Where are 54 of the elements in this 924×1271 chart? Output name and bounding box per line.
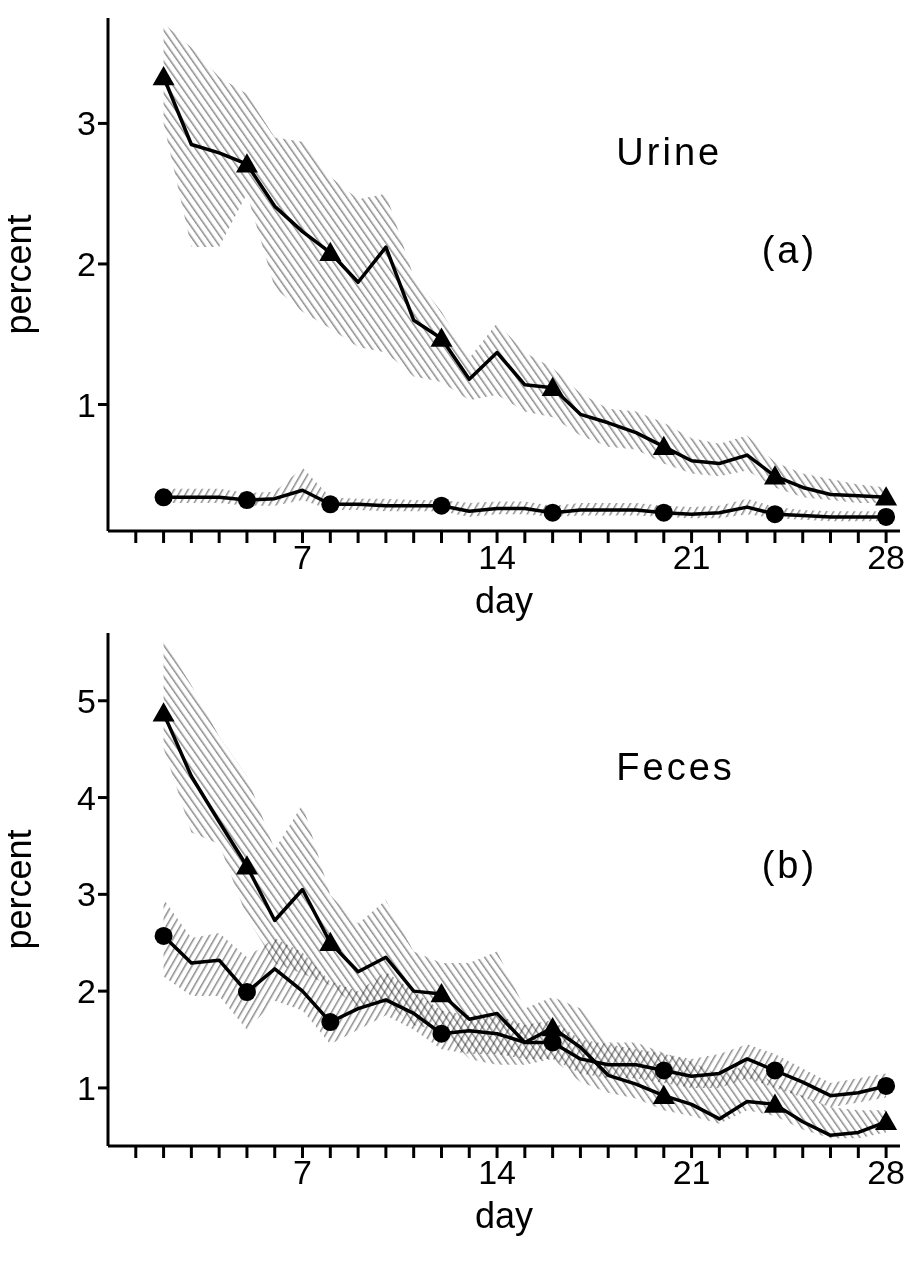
point	[763, 1093, 786, 1113]
point	[765, 1061, 784, 1080]
point	[432, 496, 451, 515]
point	[237, 983, 256, 1002]
x-axis-title: day	[474, 580, 534, 621]
point	[321, 1013, 340, 1032]
point	[543, 503, 562, 522]
point	[319, 931, 342, 951]
point	[877, 1076, 896, 1095]
x-tick-label: 7	[293, 538, 312, 577]
point	[432, 1024, 451, 1043]
point	[654, 503, 673, 522]
y-tick-label: 5	[77, 681, 96, 720]
annotation: (b)	[761, 844, 818, 888]
y-tick-label: 1	[77, 1068, 96, 1107]
y-tick-label: 3	[77, 104, 96, 143]
point	[319, 241, 342, 261]
point	[152, 702, 175, 722]
x-tick-label: 14	[478, 1153, 516, 1192]
y-tick-label: 3	[77, 875, 96, 914]
point	[235, 855, 258, 875]
point	[152, 66, 175, 86]
annotation: Feces	[616, 746, 735, 789]
point	[765, 505, 784, 524]
point	[875, 486, 898, 506]
point	[235, 153, 258, 173]
point	[654, 1061, 673, 1080]
point	[430, 983, 453, 1003]
point	[875, 1110, 898, 1131]
point	[237, 491, 256, 510]
y-tick-label: 2	[77, 972, 96, 1011]
point	[154, 926, 173, 945]
annotation: Urine	[616, 131, 723, 174]
y-axis-title: percent	[0, 829, 39, 950]
x-tick-label: 28	[867, 1153, 906, 1192]
y-tick-label: 4	[77, 778, 96, 817]
point	[652, 1084, 675, 1104]
y-tick-label: 2	[77, 245, 96, 284]
point	[321, 495, 340, 514]
y-tick-label: 1	[77, 385, 96, 424]
y-axis-title: percent	[0, 214, 39, 335]
point	[154, 488, 173, 507]
x-tick-label: 28	[867, 538, 906, 577]
x-tick-label: 7	[293, 1153, 312, 1192]
x-tick-label: 21	[672, 538, 711, 577]
x-axis-title: day	[474, 1195, 534, 1236]
point	[652, 435, 675, 455]
x-tick-label: 21	[672, 1153, 711, 1192]
point	[763, 465, 786, 485]
x-tick-label: 14	[478, 538, 516, 577]
point	[430, 327, 453, 347]
annotation: (a)	[761, 229, 818, 273]
point	[541, 376, 564, 396]
point	[877, 507, 896, 526]
